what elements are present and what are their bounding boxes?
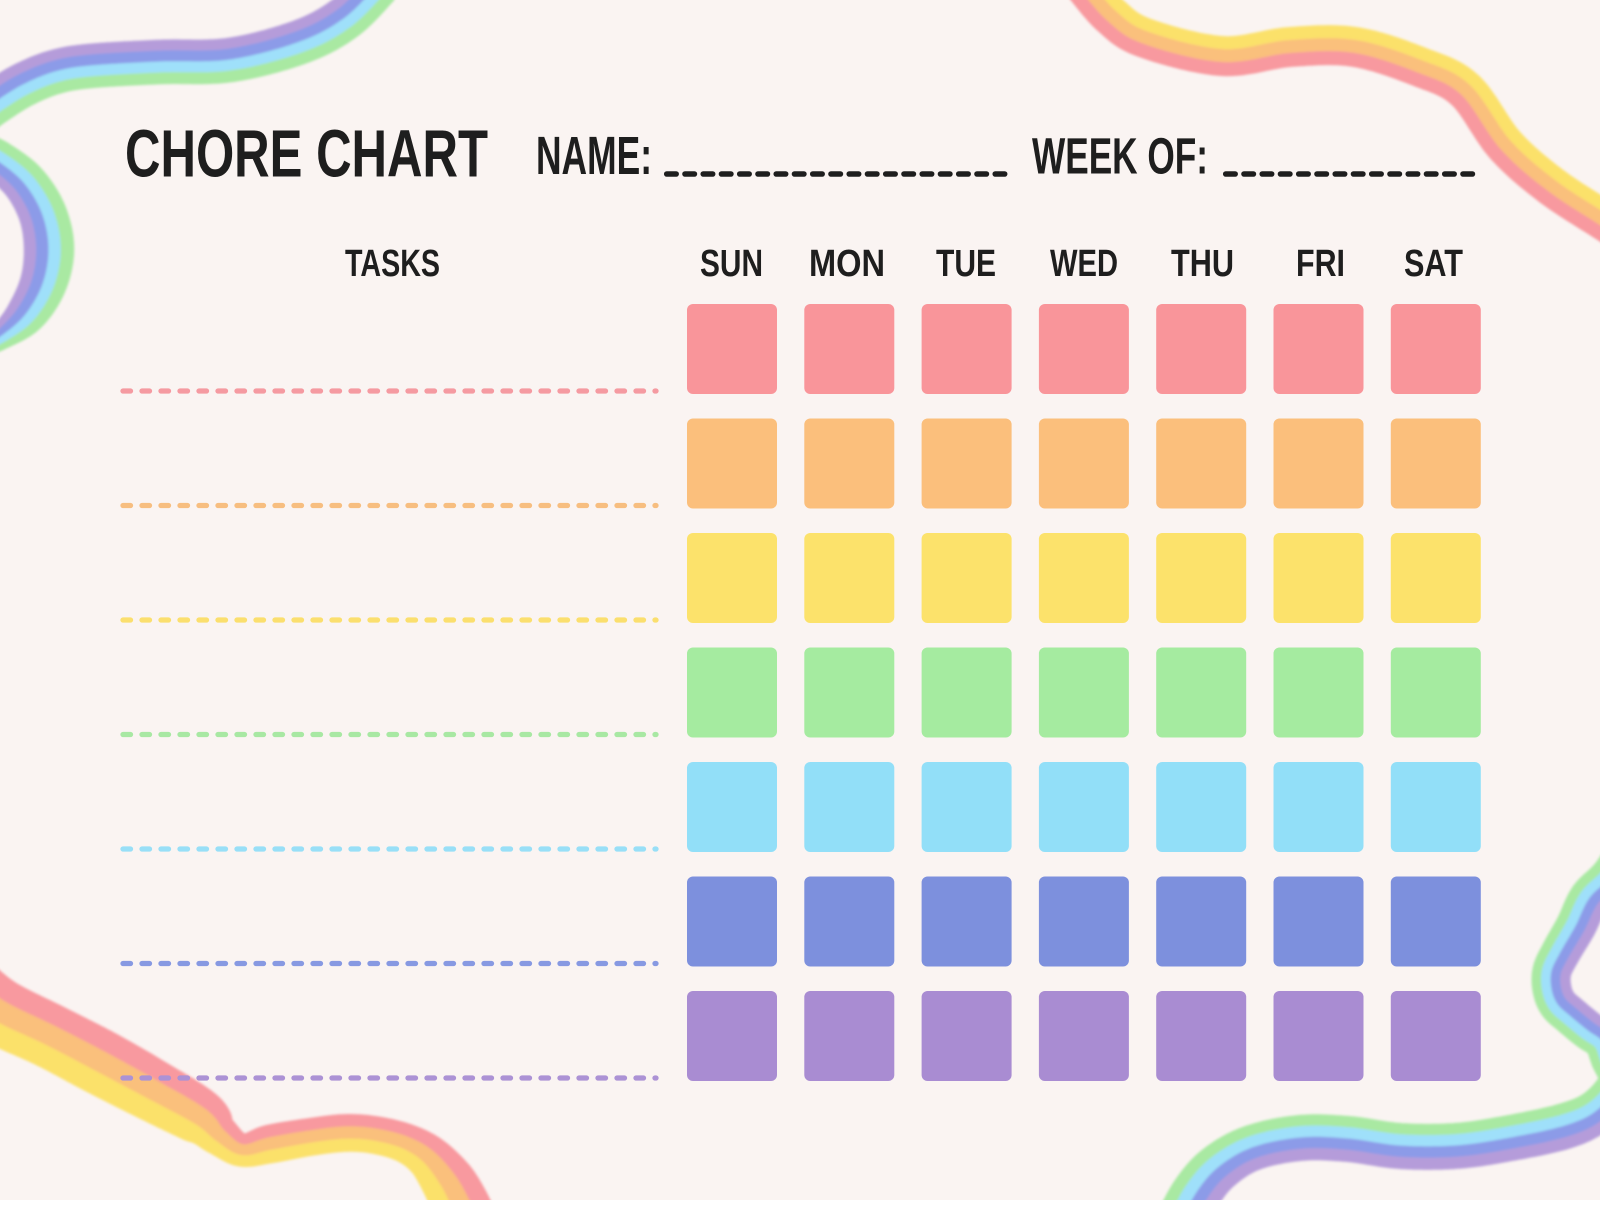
svg-text:MON: MON	[809, 243, 885, 285]
svg-text:SAT: SAT	[1404, 243, 1463, 285]
svg-text:CHORE CHART: CHORE CHART	[125, 117, 488, 192]
svg-text:SUN: SUN	[700, 243, 763, 285]
svg-text:FRI: FRI	[1296, 243, 1345, 285]
svg-text:TUE: TUE	[936, 243, 996, 285]
svg-text:TASKS: TASKS	[345, 243, 440, 285]
svg-text:THU: THU	[1171, 243, 1234, 285]
svg-text:WEEK OF:: WEEK OF:	[1032, 128, 1208, 185]
svg-text:NAME:: NAME:	[536, 126, 652, 186]
svg-text:WED: WED	[1050, 243, 1118, 285]
